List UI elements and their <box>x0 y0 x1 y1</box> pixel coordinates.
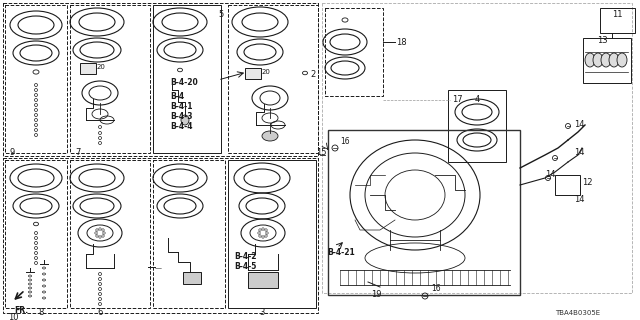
Text: 14: 14 <box>545 170 556 179</box>
Ellipse shape <box>262 131 278 141</box>
Bar <box>153 5 221 153</box>
Bar <box>3 158 318 313</box>
Text: 2: 2 <box>310 70 316 79</box>
Text: 11: 11 <box>612 10 622 19</box>
Text: 8: 8 <box>38 308 44 317</box>
Text: 16: 16 <box>340 137 349 146</box>
Bar <box>328 130 520 295</box>
Bar <box>583 38 631 83</box>
Ellipse shape <box>593 53 603 67</box>
Bar <box>228 160 316 308</box>
Text: B-4-3: B-4-3 <box>170 112 193 121</box>
Ellipse shape <box>609 53 619 67</box>
Bar <box>153 160 225 308</box>
Bar <box>70 160 150 308</box>
Text: 3: 3 <box>259 308 265 317</box>
Text: 19: 19 <box>371 290 381 299</box>
Bar <box>325 8 383 96</box>
Text: 16: 16 <box>431 284 440 293</box>
Bar <box>322 3 632 293</box>
Bar <box>245 68 261 79</box>
Ellipse shape <box>601 53 611 67</box>
Text: 5: 5 <box>218 10 223 19</box>
Text: 10: 10 <box>8 313 19 320</box>
Text: 20: 20 <box>262 69 271 75</box>
Ellipse shape <box>585 53 595 67</box>
Ellipse shape <box>617 53 627 67</box>
Text: 15: 15 <box>317 148 327 157</box>
Text: 4: 4 <box>474 95 479 104</box>
Text: B-4-2: B-4-2 <box>234 252 257 261</box>
Bar <box>228 5 318 153</box>
Text: 14: 14 <box>574 148 584 157</box>
Text: 18: 18 <box>396 38 406 47</box>
Text: 7: 7 <box>75 148 81 157</box>
Bar <box>555 175 580 195</box>
Bar <box>5 160 67 308</box>
Bar <box>80 63 96 74</box>
Text: B-4-21: B-4-21 <box>327 248 355 257</box>
Bar <box>5 5 67 153</box>
Text: FR.: FR. <box>14 306 28 315</box>
Bar <box>600 8 635 33</box>
Bar <box>248 272 278 288</box>
Text: TBA4B0305E: TBA4B0305E <box>555 310 600 316</box>
Text: B-4-1: B-4-1 <box>170 102 193 111</box>
Text: B-4-5: B-4-5 <box>234 262 257 271</box>
Text: B-4-4: B-4-4 <box>170 122 193 131</box>
Bar <box>70 5 150 153</box>
Ellipse shape <box>181 115 189 125</box>
Text: —: — <box>155 265 162 271</box>
Text: 6: 6 <box>97 308 102 317</box>
Bar <box>183 272 201 284</box>
Text: 20: 20 <box>97 64 106 70</box>
Text: 14: 14 <box>574 120 584 129</box>
Text: 13: 13 <box>597 36 607 45</box>
Bar <box>3 3 318 156</box>
Text: B-4-20: B-4-20 <box>170 78 198 87</box>
Text: B-4: B-4 <box>170 92 184 101</box>
Text: 9: 9 <box>10 148 15 157</box>
Text: 12: 12 <box>582 178 593 187</box>
Bar <box>448 90 506 162</box>
Text: 14: 14 <box>574 195 584 204</box>
Text: 17: 17 <box>452 95 463 104</box>
